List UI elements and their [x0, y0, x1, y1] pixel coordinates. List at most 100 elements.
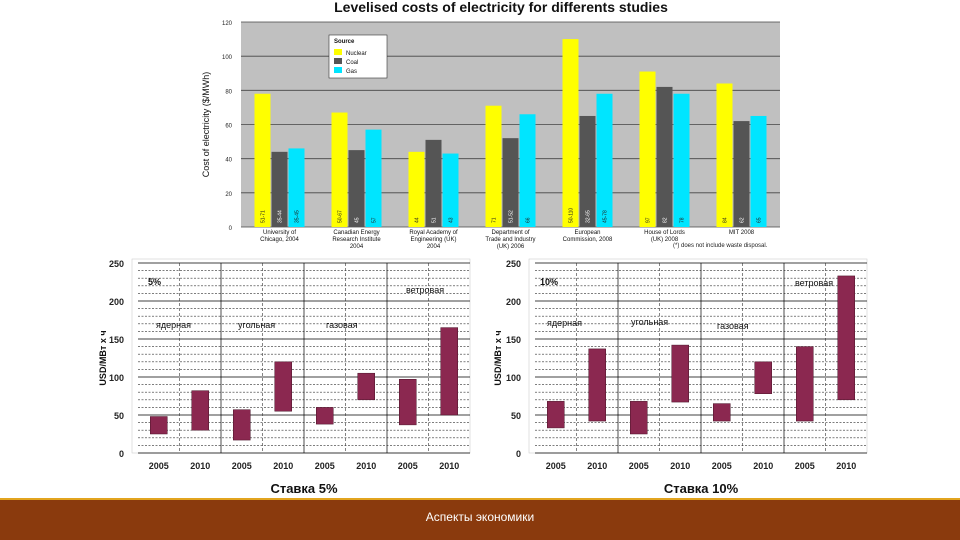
bar-gas	[288, 148, 305, 227]
footer-bar	[0, 500, 960, 540]
year-label: 2010	[753, 461, 773, 471]
category-label: House of Lords (UK) 2008	[644, 230, 685, 243]
y-tick-label: 250	[506, 259, 521, 269]
bar-coal	[579, 115, 596, 227]
y-tick-label: 0	[229, 226, 233, 232]
category-label: Royal Academy of Engineering (UK) 2004	[409, 230, 458, 250]
bar-value-label: 51-71	[261, 210, 267, 223]
y-axis-label: USD/MBт х ч	[98, 330, 108, 385]
y-tick-label: 0	[516, 449, 521, 459]
bar-value-label: 71	[492, 217, 498, 223]
footer-accent-line	[0, 498, 960, 501]
y-tick-label: 100	[222, 55, 233, 61]
bar-nuclear	[639, 71, 656, 228]
year-label: 2005	[712, 461, 732, 471]
year-label: 2010	[273, 461, 293, 471]
bar-value-label: 35-44	[278, 210, 284, 223]
group-label: ядерная	[156, 320, 191, 330]
category-label: MIT 2008	[729, 230, 755, 236]
bar-value-label: 51-52	[509, 210, 515, 223]
y-tick-label: 200	[506, 297, 521, 307]
y-tick-label: 20	[225, 192, 232, 198]
y-tick-label: 0	[119, 449, 124, 459]
rate-10-chart: 0 50 100 150 200 250 USD/MBт х ч 2005 2010 2005 20…	[485, 255, 877, 498]
bar-value-label: 66	[526, 217, 532, 223]
bar-coal	[733, 121, 750, 227]
range-bar	[754, 361, 772, 394]
category-label: Department of Trade and Industry (UK) 2006	[485, 230, 535, 250]
bar-coal	[502, 138, 519, 227]
category-label: European Commission, 2008	[563, 230, 613, 243]
legend-item: Gas	[346, 69, 357, 75]
bar-gas	[673, 93, 690, 227]
y-tick-label: 100	[109, 373, 124, 383]
range-bar	[837, 275, 855, 401]
bar-gas	[365, 129, 382, 227]
group-label: угольная	[238, 320, 275, 330]
bar-nuclear	[254, 93, 271, 227]
year-label: 2005	[546, 461, 566, 471]
bar-nuclear	[408, 151, 425, 227]
group-label: ветровая	[406, 285, 444, 295]
rate-label: 10%	[540, 277, 558, 287]
year-label: 2010	[439, 461, 459, 471]
range-bar	[630, 401, 648, 435]
bar-value-label: 43	[449, 217, 455, 223]
y-tick-label: 150	[506, 335, 521, 345]
bar-gas	[519, 114, 536, 227]
legend-swatch	[334, 67, 342, 73]
year-label: 2010	[670, 461, 690, 471]
year-label: 2010	[836, 461, 856, 471]
legend-swatch	[334, 58, 342, 64]
range-bar	[796, 346, 814, 422]
year-label: 2010	[190, 461, 210, 471]
y-tick-label: 60	[225, 124, 232, 130]
year-label: 2005	[398, 461, 418, 471]
category-label: University of Chicago, 2004	[260, 230, 299, 243]
bar-value-label: 78	[680, 217, 686, 223]
y-tick-label: 250	[109, 259, 124, 269]
y-axis-label: Cost of electricity ($/MWh)	[201, 72, 211, 178]
bar-value-label: 50-110	[569, 208, 575, 223]
levelised-cost-chart: Levelised costs of electricity for diffe…	[195, 0, 810, 250]
rate-10-svg: 0 50 100 150 200 250 USD/MBт х ч 2005 2010 2005 20…	[493, 258, 868, 496]
bar-nuclear	[562, 39, 579, 228]
bar-coal	[656, 86, 673, 228]
bar-nuclear	[331, 112, 348, 227]
bar-coal	[425, 139, 442, 227]
y-tick-label: 50	[114, 411, 124, 421]
rate-5-chart: 0 50 100 150 200 250 USD/MBт х ч 2005 2010 2005 20…	[88, 255, 480, 498]
range-bar	[399, 379, 417, 426]
chart-title: Ставка 5%	[270, 481, 338, 496]
bar-value-label: 84	[723, 217, 729, 223]
range-bar	[316, 407, 334, 425]
year-label: 2005	[795, 461, 815, 471]
year-label: 2005	[629, 461, 649, 471]
plot-frame	[528, 258, 868, 454]
y-tick-label: 200	[109, 297, 124, 307]
group-label: ядерная	[547, 318, 582, 328]
group-label: угольная	[631, 317, 668, 327]
range-bar	[440, 327, 458, 416]
range-bar	[357, 372, 375, 401]
bar-value-label: 32-65	[586, 210, 592, 223]
group-label: газовая	[717, 321, 749, 331]
bar-gas	[442, 153, 459, 227]
range-bar	[150, 416, 168, 435]
year-label: 2010	[587, 461, 607, 471]
bar-gas	[596, 93, 613, 227]
group-label: ветровая	[795, 278, 833, 288]
chart-title: Ставка 10%	[664, 481, 739, 496]
year-label: 2005	[149, 461, 169, 471]
category-label: Canadian Energy Research Institute 2004	[332, 230, 381, 250]
bar-value-label: 45-78	[603, 210, 609, 223]
bar-value-label: 97	[646, 217, 652, 223]
y-tick-label: 120	[222, 21, 233, 27]
rate-label: 5%	[148, 277, 161, 287]
year-label: 2005	[315, 461, 335, 471]
bar-nuclear	[716, 83, 733, 227]
year-label: 2010	[356, 461, 376, 471]
bar-value-label: 65	[757, 217, 763, 223]
levelised-cost-svg: Levelised costs of electricity for diffe…	[201, 0, 780, 250]
legend: Source Nuclear Coal Gas	[328, 34, 388, 79]
